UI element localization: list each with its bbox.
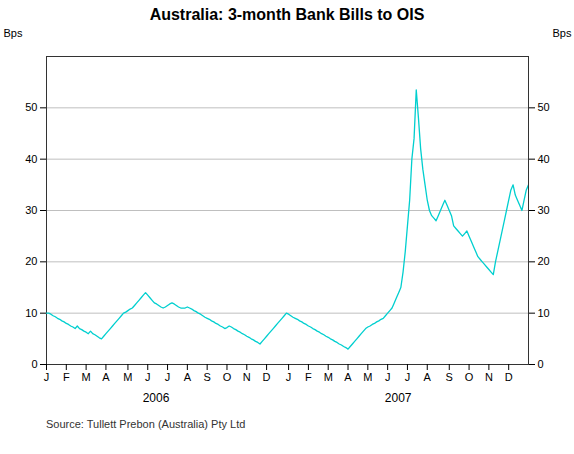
svg-text:A: A — [344, 371, 352, 383]
svg-text:50: 50 — [25, 101, 37, 113]
svg-text:40: 40 — [25, 153, 37, 165]
svg-text:M: M — [363, 371, 372, 383]
svg-text:N: N — [485, 371, 493, 383]
svg-text:2006: 2006 — [143, 391, 170, 405]
svg-text:A: A — [184, 371, 192, 383]
svg-text:2007: 2007 — [385, 391, 412, 405]
svg-text:A: A — [102, 371, 110, 383]
svg-text:M: M — [324, 371, 333, 383]
svg-text:Bps: Bps — [4, 27, 23, 39]
svg-text:10: 10 — [25, 307, 37, 319]
svg-text:50: 50 — [538, 101, 550, 113]
svg-text:30: 30 — [25, 204, 37, 216]
svg-text:J: J — [405, 371, 411, 383]
svg-text:30: 30 — [538, 204, 550, 216]
svg-text:O: O — [223, 371, 232, 383]
html-text:Australia: 3-month Bank Bills: Australia: 3-month Bank Bills to OIS — [149, 6, 425, 23]
svg-text:D: D — [505, 371, 513, 383]
svg-text:J: J — [286, 371, 292, 383]
svg-text:N: N — [243, 371, 251, 383]
svg-text:J: J — [165, 371, 171, 383]
svg-text:Bps: Bps — [553, 27, 572, 39]
svg-text:J: J — [385, 371, 391, 383]
svg-text:F: F — [305, 371, 312, 383]
svg-text:0: 0 — [538, 358, 544, 370]
svg-text:A: A — [424, 371, 432, 383]
html-text:Source: Tullett Prebon (Austra: Source: Tullett Prebon (Australia) Pty L… — [46, 418, 246, 430]
svg-text:F: F — [63, 371, 70, 383]
svg-text:S: S — [446, 371, 453, 383]
svg-text:20: 20 — [538, 255, 550, 267]
svg-text:40: 40 — [538, 153, 550, 165]
svg-text:O: O — [465, 371, 474, 383]
svg-text:10: 10 — [538, 307, 550, 319]
svg-text:D: D — [263, 371, 271, 383]
svg-text:M: M — [123, 371, 132, 383]
svg-text:20: 20 — [25, 255, 37, 267]
svg-text:S: S — [203, 371, 210, 383]
svg-text:J: J — [145, 371, 151, 383]
svg-text:0: 0 — [31, 358, 37, 370]
svg-text:M: M — [82, 371, 91, 383]
svg-text:J: J — [44, 371, 50, 383]
